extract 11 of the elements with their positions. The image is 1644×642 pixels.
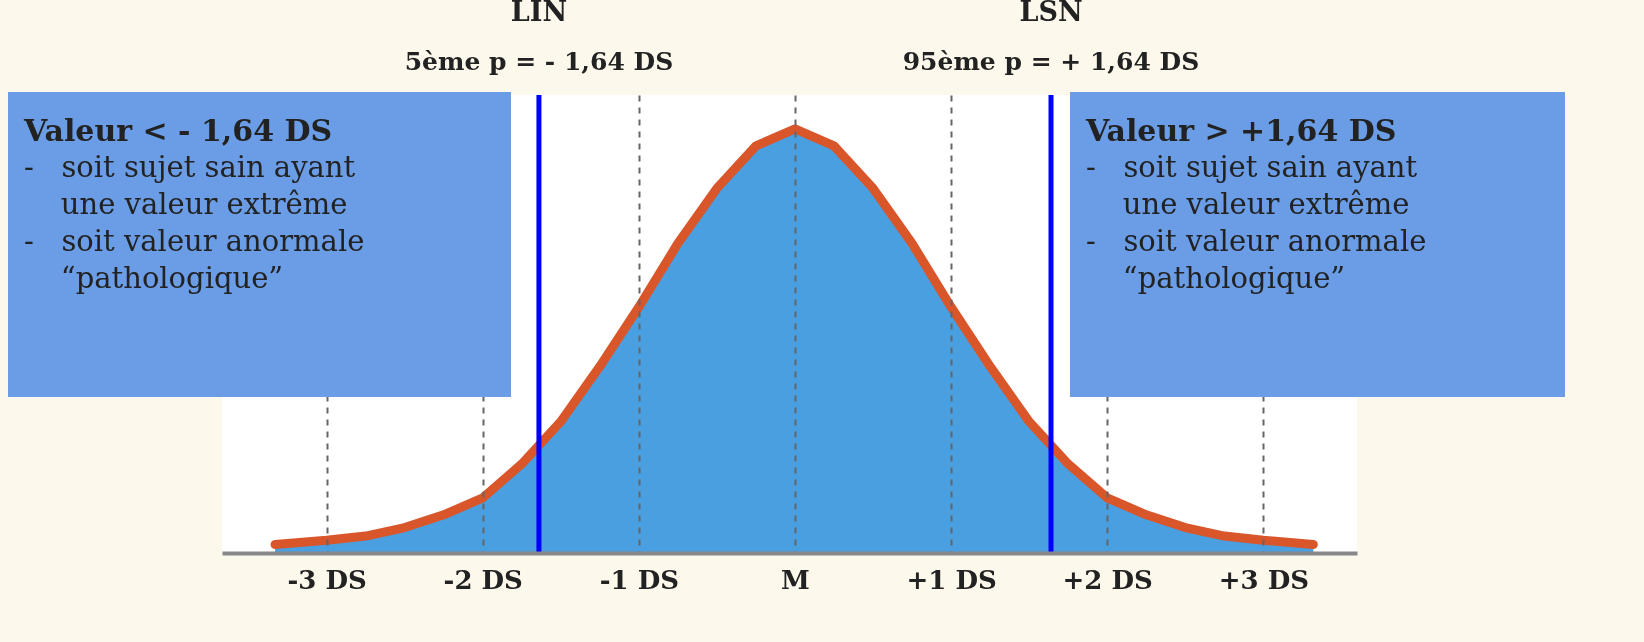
ref-line-label: LSN 95ème p = + 1,64 DS <box>902 0 1200 76</box>
x-tick-label: -3 DS <box>287 564 367 595</box>
x-tick-label: +1 DS <box>906 564 997 595</box>
x-tick-label: +2 DS <box>1062 564 1153 595</box>
x-tick-label: -1 DS <box>599 564 679 595</box>
ref-line-label: LIN 5ème p = - 1,64 DS <box>404 0 674 76</box>
x-tick-label: M <box>781 564 810 595</box>
note-box: Valeur < - 1,64 DS - soit sujet sain ayant une valeur extrême - soit valeur anormale “pathologique” <box>8 92 511 397</box>
x-tick-label: +3 DS <box>1218 564 1309 595</box>
x-tick-label: -2 DS <box>443 564 523 595</box>
note-box: Valeur > +1,64 DS - soit sujet sain ayant une valeur extrême - soit valeur anormale “pathologique” <box>1070 92 1565 397</box>
